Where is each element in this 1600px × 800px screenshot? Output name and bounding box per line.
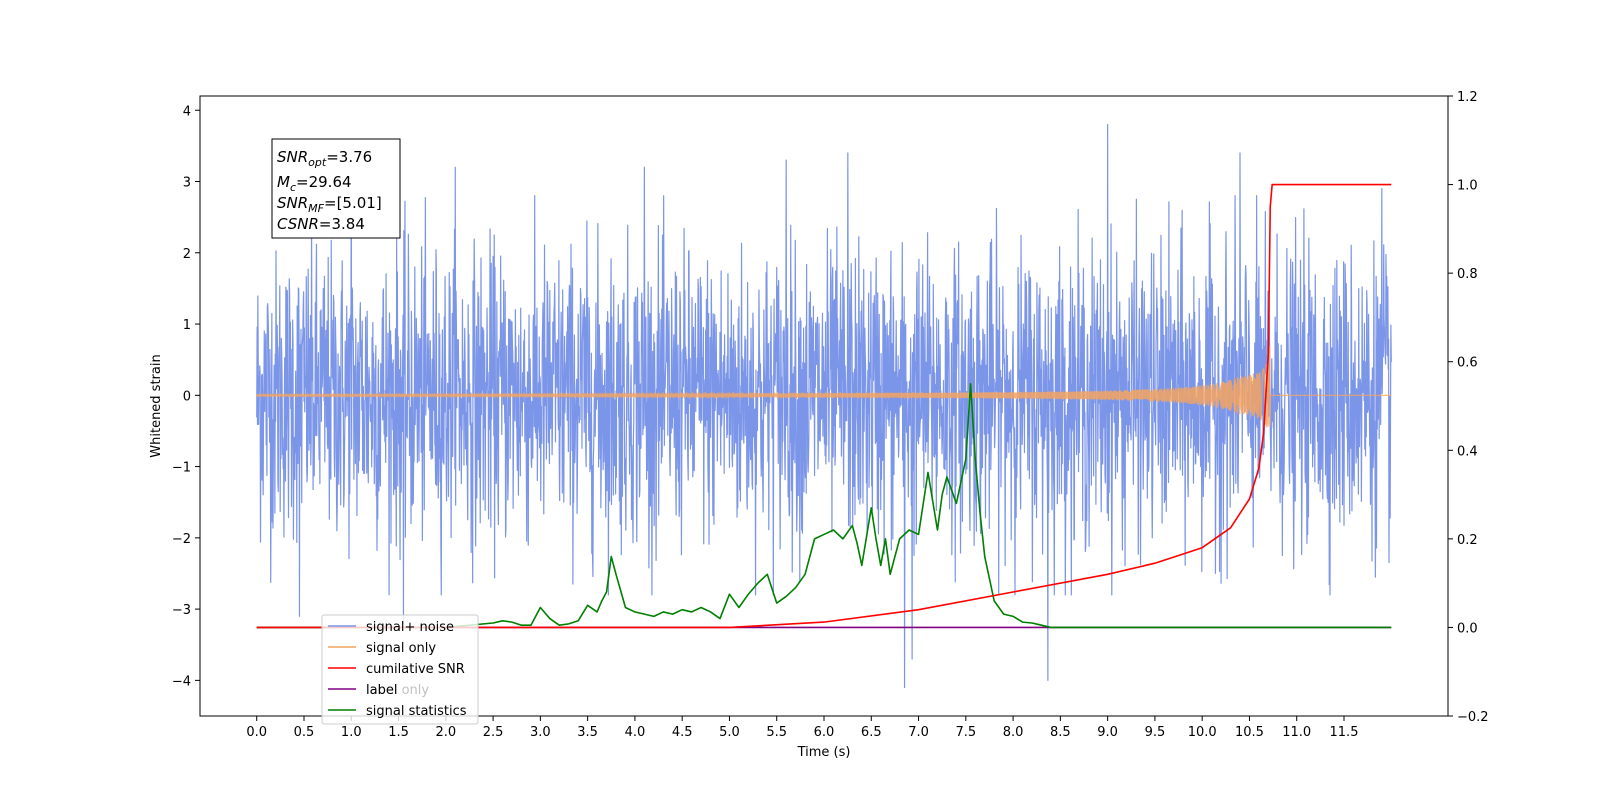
x-tick-label: 7.5 [955,725,976,740]
y-right-tick-label: 0.8 [1457,267,1478,282]
x-tick-label: 1.0 [341,725,362,740]
x-tick-label: 3.5 [577,725,598,740]
y-right-tick-label: 1.2 [1457,90,1478,105]
legend-label-cumulative-snr: cumilative SNR [366,662,465,677]
annotation-snr-mf: SNRMF=[5.01] [277,194,382,215]
y-tick-label: 2 [183,247,191,262]
legend-label-label-only: label only [366,683,429,698]
annotation-box: SNRopt=3.76 Mc=29.64 SNRMF=[5.01] CSNR=3… [271,138,401,239]
legend-label-signal-statistics: signal statistics [366,704,467,719]
x-tick-label: 7.0 [908,725,929,740]
x-tick-label: 4.5 [672,725,693,740]
x-tick-label: 8.0 [1003,725,1024,740]
series-signal-only [256,346,1392,428]
y-axis-ticks: −4 −3 −2 −1 0 1 2 3 4 [172,104,200,689]
x-tick-label: 5.5 [766,725,787,740]
y-tick-label: 0 [183,389,191,404]
y-right-tick-label: 1.0 [1457,179,1478,194]
y-tick-label: 4 [183,104,191,119]
y-axis-label: Whitened strain [149,354,164,457]
x-tick-label: 11.0 [1282,725,1311,740]
y-tick-label: 1 [183,318,191,333]
y-tick-label: −1 [172,461,191,476]
x-tick-label: 8.5 [1050,725,1071,740]
x-tick-label: 9.0 [1097,725,1118,740]
series-signal-statistics [256,383,1392,629]
y-right-tick-label: 0.2 [1457,533,1478,548]
y-right-tick-label: 0.6 [1457,356,1478,371]
y-tick-label: −2 [172,532,191,547]
x-tick-label: 3.0 [530,725,551,740]
x-tick-label: 2.0 [435,725,456,740]
y-right-axis-ticks: −0.2 0.0 0.2 0.4 0.6 0.8 1.0 1.2 [1448,90,1489,725]
annotation-csnr: CSNR=3.84 [277,215,365,233]
x-tick-label: 5.0 [719,725,740,740]
x-tick-label: 6.5 [861,725,882,740]
x-tick-label: 6.0 [814,725,835,740]
x-tick-label: 11.5 [1330,725,1359,740]
y-tick-label: −3 [172,603,191,618]
x-tick-label: 4.0 [625,725,646,740]
x-tick-label: 0.5 [294,725,315,740]
x-tick-label: 10.0 [1188,725,1217,740]
x-tick-label: 0.0 [246,725,267,740]
legend-label-signal-noise: signal+ noise [366,620,454,635]
annotation-chirp-mass: Mc=29.64 [277,173,352,194]
legend-frame [321,614,479,725]
legend: signal+ noise signal only cumilative SNR… [321,614,479,725]
y-tick-label: −4 [172,674,191,689]
legend-label-label: label [366,683,397,698]
x-tick-label: 10.5 [1235,725,1264,740]
y-right-tick-label: 0.4 [1457,444,1478,459]
series-cumulative-snr [256,183,1392,629]
y-tick-label: 3 [183,176,191,191]
annotation-snr-opt: SNRopt=3.76 [277,148,372,169]
x-tick-label: 2.5 [483,725,504,740]
x-axis-label: Time (s) [797,745,851,760]
y-right-tick-label: 0.0 [1457,621,1478,636]
x-axis-ticks: 0.0 0.5 1.0 1.5 2.0 2.5 3.0 3.5 4.0 4.5 5.0 5.5 6.0 6… [246,716,1358,740]
legend-label-signal-only: signal only [366,641,436,656]
x-tick-label: 9.5 [1145,725,1166,740]
annotation-frame [271,138,401,239]
x-tick-label: 1.5 [388,725,409,740]
y-right-tick-label: −0.2 [1457,710,1489,725]
